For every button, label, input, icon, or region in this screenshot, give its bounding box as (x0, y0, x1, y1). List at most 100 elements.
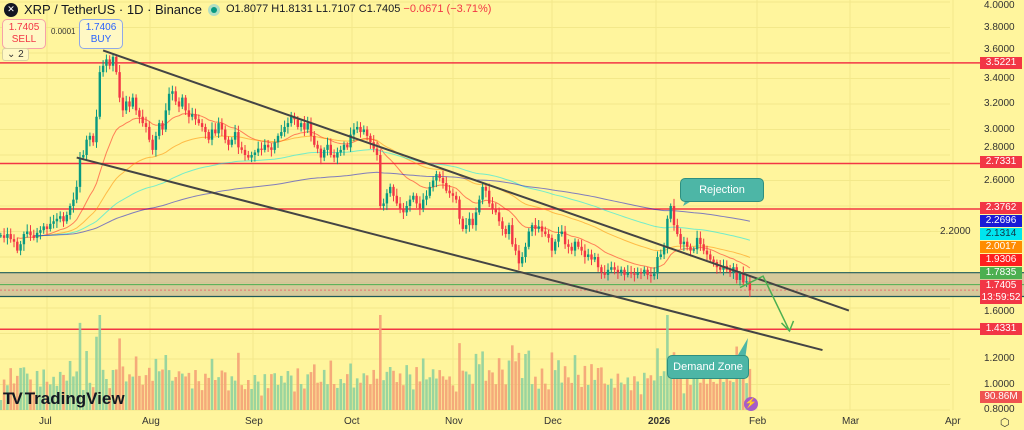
indicators-collapse-button[interactable]: ⌄ 2 (2, 48, 29, 61)
candle-body (593, 257, 596, 260)
volume-bar (138, 375, 141, 410)
candle-body (389, 186, 392, 194)
buy-button[interactable]: 1.7406 BUY (79, 19, 123, 49)
volume-bar (339, 379, 342, 410)
candle-body (210, 129, 214, 140)
volume-bar (289, 375, 293, 410)
candle-body (682, 241, 686, 245)
candle-body (461, 218, 464, 229)
candle-body (613, 267, 616, 270)
candle-body (748, 281, 752, 291)
ema-20-price-label: 1.9306 (980, 254, 1022, 266)
volume-bar (161, 369, 164, 410)
volume-bar (49, 384, 52, 410)
volume-bar (421, 358, 425, 410)
lightning-icon[interactable]: ⚡ (744, 397, 758, 411)
volume-bar (468, 374, 471, 410)
candle-body (689, 246, 692, 251)
volume-bar (689, 384, 692, 410)
candle-body (92, 135, 95, 143)
candle-body (468, 218, 471, 226)
volume-bar (504, 384, 507, 410)
market-open-icon (208, 3, 220, 16)
price-axis-tick: 1.6000 (984, 306, 1015, 317)
volume-bar (355, 378, 359, 410)
candle-body (402, 208, 405, 213)
volume-bar (220, 370, 224, 410)
candle-body (415, 195, 418, 204)
volume-bar (728, 380, 732, 410)
candle-body (395, 195, 398, 204)
candle-body (596, 257, 600, 268)
candle-body (316, 144, 319, 149)
ema-100-line (33, 149, 751, 241)
indicator-count: 2 (18, 49, 24, 60)
volume-bar (408, 374, 412, 410)
volume-bar (375, 378, 379, 410)
volume-bar (204, 373, 207, 410)
candle-body (537, 226, 540, 229)
candle-body (118, 72, 121, 98)
volume-bar (362, 373, 366, 410)
candle-body (105, 59, 108, 66)
volume-bar (527, 350, 531, 410)
volume-bar (9, 368, 12, 410)
volume-bar (702, 368, 705, 410)
volume-bar (454, 391, 458, 410)
volume-bar (712, 381, 715, 410)
volume-bar (108, 388, 111, 410)
chevron-down-icon: ⌄ (7, 49, 19, 60)
candle-body (2, 235, 6, 238)
volume-bar (629, 390, 633, 410)
volume-bar (240, 385, 243, 410)
high-value: H1.8131 (271, 3, 313, 15)
candle-body (260, 148, 263, 150)
candle-body (42, 226, 45, 231)
ema-20-line (17, 113, 751, 269)
tradingview-logo[interactable]: TV TradingView (3, 389, 125, 409)
symbol-title[interactable]: XRP / TetherUS · 1D · Binance (24, 2, 202, 17)
candle-body (488, 190, 491, 204)
candle-body (458, 199, 461, 219)
candle-body (266, 144, 270, 148)
volume-bar (487, 370, 491, 410)
level-price-label: 1.4331 (980, 323, 1022, 335)
demand-zone-callout[interactable]: Demand Zone (667, 355, 749, 379)
volume-bar (524, 354, 527, 410)
volume-bar (276, 384, 280, 410)
volume-bar (402, 385, 405, 410)
settings-gear-icon[interactable]: ⬡ (1000, 417, 1010, 429)
candle-body (326, 144, 329, 150)
volume-bar (296, 368, 300, 410)
volume-bar (534, 376, 537, 410)
candle-body (332, 155, 336, 158)
volume-bar (91, 387, 95, 410)
rejection-callout[interactable]: Rejection (680, 178, 764, 202)
volume-bar (260, 395, 263, 410)
ema-100-price-label: 2.1314 (980, 228, 1022, 240)
candle-body (32, 235, 35, 238)
volume-bar (662, 371, 666, 410)
volume-bar (128, 374, 131, 410)
volume-bar (352, 387, 356, 410)
volume-bar (547, 389, 550, 410)
price-axis-tick: 3.8000 (984, 21, 1015, 33)
volume-bar (306, 374, 309, 410)
price-axis-tick: 2.8000 (984, 142, 1015, 153)
candle-body (167, 93, 171, 111)
volume-bar (32, 391, 36, 410)
candle-body (240, 147, 243, 150)
candle-body (639, 272, 643, 274)
candle-body (108, 59, 111, 66)
volume-bar (319, 381, 323, 410)
sell-label: SELL (11, 34, 37, 45)
volume-bar (78, 322, 82, 410)
open-value: O1.8077 (226, 3, 269, 15)
candle-body (438, 174, 441, 178)
candle-body (72, 199, 75, 206)
tradingview-mark-icon: TV (3, 389, 23, 408)
candle-body (653, 273, 656, 277)
sell-button[interactable]: 1.7405 SELL (2, 19, 46, 49)
candle-body (88, 135, 92, 140)
